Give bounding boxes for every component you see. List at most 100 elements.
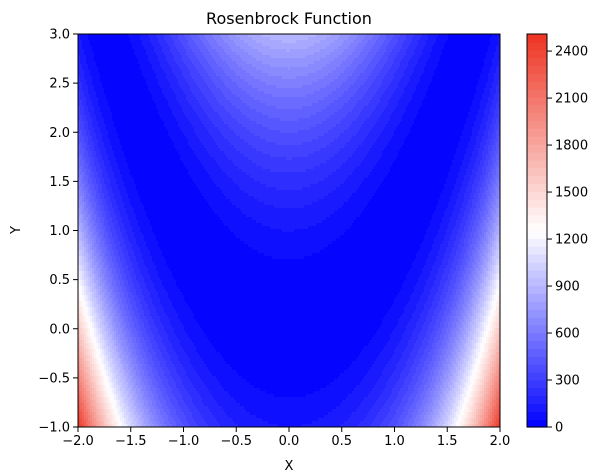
heatmap-cell bbox=[86, 292, 91, 296]
heatmap-cell bbox=[150, 223, 225, 227]
heatmap-cell bbox=[394, 130, 411, 134]
heatmap-cell bbox=[292, 157, 331, 161]
heatmap-cell bbox=[94, 292, 97, 296]
heatmap-cell bbox=[382, 151, 399, 155]
heatmap-cell bbox=[386, 88, 397, 92]
heatmap-cell bbox=[102, 175, 109, 179]
heatmap-cell bbox=[84, 259, 87, 263]
heatmap-cell bbox=[448, 364, 453, 368]
heatmap-cell bbox=[134, 334, 139, 338]
heatmap-cell bbox=[428, 379, 433, 383]
heatmap-cell bbox=[478, 310, 481, 314]
heatmap-cell bbox=[490, 238, 495, 242]
heatmap-cell bbox=[80, 244, 83, 248]
heatmap-cell bbox=[498, 292, 500, 296]
heatmap-cell bbox=[96, 301, 99, 305]
heatmap-cell bbox=[412, 364, 419, 368]
heatmap-cell bbox=[120, 172, 131, 176]
heatmap-cell bbox=[286, 49, 291, 53]
heatmap-cell bbox=[478, 229, 483, 233]
heatmap-cell bbox=[448, 241, 455, 245]
heatmap-cell bbox=[490, 250, 493, 254]
heatmap-cell bbox=[256, 220, 323, 224]
heatmap-cell bbox=[492, 283, 495, 287]
heatmap-cell bbox=[86, 358, 89, 362]
heatmap-cell bbox=[80, 358, 83, 362]
heatmap-cell bbox=[486, 85, 493, 89]
heatmap-cell bbox=[490, 316, 493, 320]
heatmap-cell bbox=[196, 346, 215, 350]
heatmap-cell bbox=[350, 43, 359, 47]
heatmap-cell bbox=[84, 76, 93, 80]
heatmap-cell bbox=[86, 313, 89, 317]
heatmap-cell bbox=[106, 292, 111, 296]
heatmap-cell bbox=[106, 217, 113, 221]
heatmap-cell bbox=[78, 73, 85, 77]
heatmap-cell bbox=[450, 340, 455, 344]
heatmap-cell bbox=[180, 67, 189, 71]
heatmap-cell bbox=[144, 373, 149, 377]
heatmap-cell bbox=[80, 334, 83, 338]
heatmap-cell bbox=[78, 103, 83, 107]
heatmap-cell bbox=[78, 367, 81, 371]
heatmap-cell bbox=[222, 133, 237, 137]
heatmap-cell bbox=[406, 67, 415, 71]
heatmap-cell bbox=[104, 319, 107, 323]
heatmap-cell bbox=[468, 277, 471, 281]
heatmap-cell bbox=[80, 361, 83, 365]
heatmap-cell bbox=[480, 217, 483, 221]
heatmap-cell bbox=[434, 280, 441, 284]
heatmap-cell bbox=[424, 307, 431, 311]
heatmap-cell bbox=[98, 370, 101, 374]
heatmap-cell bbox=[110, 286, 115, 290]
heatmap-cell bbox=[404, 310, 415, 314]
heatmap-cell bbox=[392, 112, 405, 116]
heatmap-cell bbox=[438, 61, 485, 65]
heatmap-cell bbox=[494, 343, 497, 347]
heatmap-cell bbox=[472, 130, 479, 134]
heatmap-cell bbox=[230, 112, 243, 116]
heatmap-cell bbox=[340, 148, 357, 152]
heatmap-cell bbox=[482, 304, 485, 308]
heatmap-cell bbox=[428, 310, 435, 314]
heatmap-cell bbox=[108, 205, 113, 209]
heatmap-cell bbox=[448, 223, 457, 227]
heatmap-cell bbox=[480, 301, 483, 305]
heatmap-cell bbox=[488, 130, 495, 134]
heatmap-cell bbox=[488, 376, 491, 380]
heatmap-cell bbox=[438, 301, 445, 305]
heatmap-cell bbox=[152, 343, 159, 347]
heatmap-cell bbox=[116, 130, 169, 134]
heatmap-cell bbox=[232, 58, 243, 62]
heatmap-cell bbox=[498, 199, 500, 203]
heatmap-cell bbox=[488, 328, 491, 332]
heatmap-cell bbox=[418, 301, 427, 305]
heatmap-cell bbox=[424, 238, 435, 242]
heatmap-cell bbox=[138, 307, 143, 311]
heatmap-cell bbox=[80, 241, 83, 245]
heatmap-cell bbox=[422, 310, 429, 314]
heatmap-cell bbox=[152, 94, 165, 98]
heatmap-cell bbox=[94, 307, 97, 311]
heatmap-cell bbox=[100, 196, 105, 200]
heatmap-cell bbox=[372, 112, 383, 116]
heatmap-cell bbox=[88, 313, 91, 317]
heatmap-cell bbox=[110, 292, 113, 296]
heatmap-cell bbox=[80, 364, 83, 368]
heatmap-cell bbox=[346, 160, 363, 164]
heatmap-cell bbox=[90, 229, 95, 233]
heatmap-cell bbox=[322, 67, 337, 71]
heatmap-cell bbox=[190, 73, 201, 77]
heatmap-cell bbox=[442, 349, 447, 353]
heatmap-cell bbox=[94, 373, 97, 377]
heatmap-cell bbox=[480, 316, 483, 320]
heatmap-cell bbox=[82, 376, 85, 380]
heatmap-cell bbox=[100, 130, 109, 134]
heatmap-cell bbox=[118, 220, 123, 224]
heatmap-cell bbox=[360, 214, 433, 218]
heatmap-cell bbox=[86, 223, 89, 227]
heatmap-cell bbox=[240, 238, 337, 242]
heatmap-cell bbox=[120, 379, 125, 383]
heatmap-cell bbox=[484, 253, 487, 257]
heatmap-cell bbox=[230, 127, 247, 131]
